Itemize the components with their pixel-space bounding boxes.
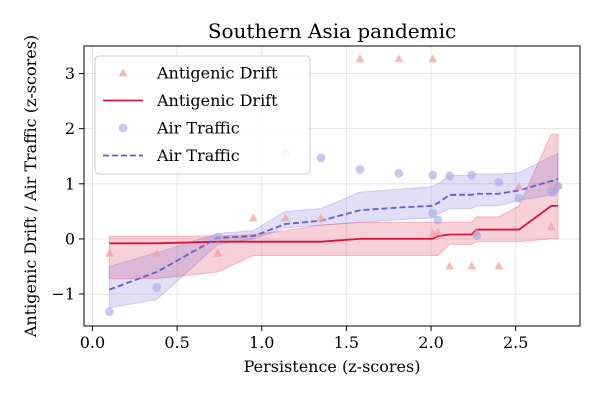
x-tick-label: 0.5 [164, 333, 189, 352]
drift-point [428, 54, 438, 63]
drift-point [281, 213, 290, 222]
traffic-point [355, 165, 365, 174]
legend-marker-circle [118, 123, 128, 133]
traffic-point [316, 153, 326, 163]
y-tick-label: −1 [51, 285, 75, 304]
axis-ticks: 0.0 0.5 1.0 1.5 2.0 2.5 −1 0 1 2 3 [51, 64, 528, 352]
traffic-point [548, 188, 558, 198]
plot-frame [83, 45, 581, 327]
drift-point [494, 261, 504, 270]
legend: Antigenic Drift Antigenic Drift Air Traffi… [94, 55, 311, 175]
drift-point [152, 248, 162, 257]
drift-point [467, 261, 477, 270]
drift-point [445, 261, 455, 270]
drift-point [248, 213, 258, 222]
y-axis-label: Antigenic Drift / Air Traffic (z-scores) [21, 35, 40, 338]
traffic-point [445, 171, 455, 181]
drift-point [514, 181, 524, 191]
traffic-point [514, 193, 524, 203]
series-lines [109, 178, 559, 291]
y-tick-label: 2 [65, 119, 75, 138]
chart-title: Southern Asia pandemic [208, 19, 456, 43]
traffic-point [433, 215, 443, 225]
x-tick-label: 0.0 [80, 333, 105, 352]
x-tick-label: 2.0 [418, 333, 443, 352]
legend-label: Antigenic Drift [156, 64, 278, 83]
traffic-point [494, 177, 504, 187]
x-tick-label: 1.5 [334, 333, 359, 352]
drift-point [394, 54, 404, 63]
series-line-1 [109, 178, 559, 291]
legend-label: Air Traffic [156, 146, 240, 165]
traffic-point [152, 283, 162, 292]
drift-point [316, 213, 326, 222]
traffic-point [394, 168, 404, 178]
drift-point [105, 248, 114, 257]
legend-marker-triangle [118, 68, 128, 77]
y-tick-label: 3 [65, 64, 75, 83]
scatter-points [104, 54, 563, 317]
traffic-point [428, 208, 438, 218]
y-tick-label: 1 [65, 174, 75, 193]
traffic-point [467, 170, 477, 180]
drift-point [546, 222, 556, 231]
traffic-point [472, 231, 482, 241]
y-tick-label: 0 [65, 229, 75, 248]
legend-label: Antigenic Drift [156, 91, 278, 110]
traffic-point [428, 170, 438, 180]
x-tick-label: 1.0 [249, 333, 274, 352]
drift-point [433, 227, 443, 236]
drift-point [355, 54, 365, 63]
legend-box [94, 55, 311, 175]
confidence-band-1 [108, 152, 559, 309]
legend-label: Air Traffic [156, 119, 240, 138]
x-axis-label: Persistence (z-scores) [244, 357, 421, 376]
traffic-point [213, 232, 223, 242]
drift-point [213, 248, 223, 257]
traffic-point [104, 307, 114, 317]
traffic-point [553, 181, 563, 191]
x-tick-label: 2.5 [503, 333, 528, 352]
series-line-0 [109, 204, 558, 245]
